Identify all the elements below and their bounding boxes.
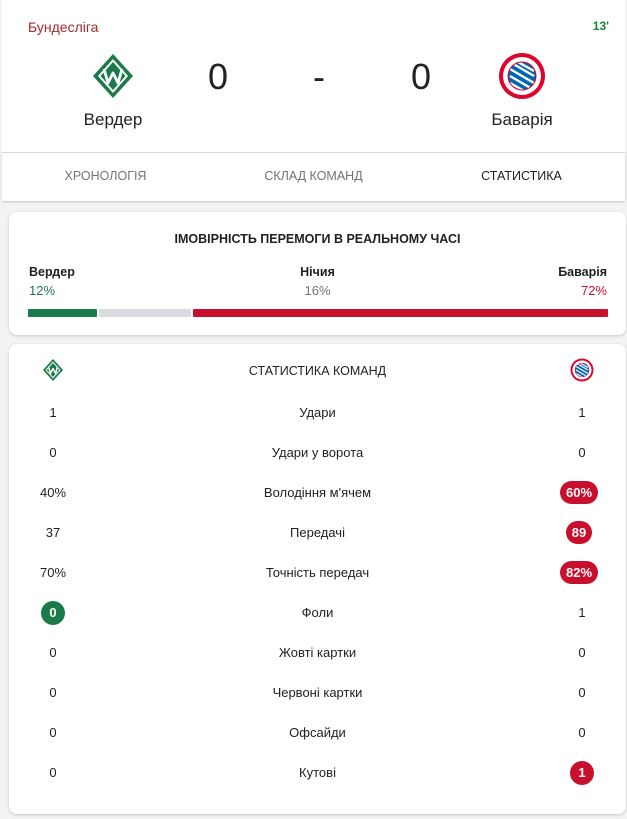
bayern-logo-icon (498, 52, 546, 100)
stat-label: Червоні картки (272, 685, 363, 700)
stat-away-text: 1 (578, 405, 586, 420)
stat-row: 40% Володіння м'ячем 60% (9, 475, 626, 515)
team-stats-title: Статистика команд (248, 364, 387, 378)
tab-lineups[interactable]: Склад команд (264, 169, 363, 183)
prob-away-bar (193, 309, 608, 317)
stat-row: 0 Червоні картки 0 (9, 675, 626, 715)
stat-away-value: 0 (562, 725, 602, 740)
stat-home-text: 0 (49, 645, 57, 660)
stat-away-highlight: 82% (559, 561, 599, 584)
stat-row: 70% Точність передач 82% (9, 555, 626, 595)
stat-away-value: 1 (562, 605, 602, 620)
stat-home-value: 1 (33, 405, 73, 420)
prob-home-value: 12% (29, 283, 56, 298)
stat-away-value: 60% (559, 481, 602, 504)
stat-home-text: 37 (45, 525, 61, 540)
stat-home-text: 0 (49, 685, 57, 700)
stat-home-highlight: 0 (41, 601, 65, 625)
stat-away-text: 0 (578, 645, 586, 660)
stat-home-value: 40% (33, 485, 73, 500)
stat-label: Володіння м'ячем (263, 485, 372, 500)
prob-away-value: 72% (580, 283, 607, 298)
stat-home-value: 0 (33, 765, 73, 780)
win-probability-card: ІМОВІРНІСТЬ ПЕРЕМОГИ В РЕАЛЬНОМУ ЧАСІ Ве… (9, 212, 626, 335)
stat-home-value: 0 (33, 685, 73, 700)
prob-draw-label: Нічия (300, 265, 335, 279)
tab-timeline[interactable]: Хронологія (64, 169, 147, 183)
prob-draw-bar (99, 309, 192, 317)
stat-away-value: 89 (562, 521, 602, 544)
stat-home-value: 0 (33, 445, 73, 460)
away-score: 0 (411, 56, 432, 97)
match-minute: 13' (592, 19, 609, 33)
tab-statistics[interactable]: Статистика (481, 169, 562, 183)
stat-label: Удари у ворота (271, 445, 364, 460)
stat-label: Кутові (299, 765, 336, 780)
league-link[interactable]: Бундесліга (28, 19, 99, 35)
stat-home-text: 0 (49, 725, 57, 740)
prob-away-label: Баварія (558, 265, 607, 279)
stat-away-value: 0 (562, 685, 602, 700)
stat-away-text: 1 (578, 605, 586, 620)
prob-draw-value: 16% (304, 283, 331, 298)
stat-row: 0 Удари у ворота 0 (9, 435, 626, 475)
stat-home-text: 0 (49, 445, 57, 460)
stat-label: Точність передач (265, 565, 370, 580)
stat-away-text: 0 (578, 725, 586, 740)
stat-home-text: 1 (49, 405, 57, 420)
stat-home-text: 0 (49, 765, 57, 780)
stat-away-highlight: 60% (559, 481, 599, 504)
stat-home-value: 0 (33, 601, 73, 625)
stat-label: Передачі (290, 525, 345, 540)
stat-away-value: 0 (562, 445, 602, 460)
stat-home-value: 0 (33, 645, 73, 660)
stat-row: 0 Жовті картки 0 (9, 635, 626, 675)
stat-row: 0 Офсайди 0 (9, 715, 626, 755)
stat-home-text: 70% (39, 565, 67, 580)
stat-away-value: 1 (562, 405, 602, 420)
stat-away-value: 0 (562, 645, 602, 660)
werder-logo-icon (89, 52, 137, 100)
win-probability-title: ІМОВІРНІСТЬ ПЕРЕМОГИ В РЕАЛЬНОМУ ЧАСІ (174, 232, 461, 246)
stat-label: Фоли (301, 605, 334, 620)
tab-bar: Хронологія Склад команд Статистика (2, 153, 625, 201)
team-stats-card: Статистика команд 1 Удари 1 0 Удари у ворота… (9, 344, 626, 814)
score-separator: - (313, 56, 325, 97)
home-score: 0 (208, 56, 229, 97)
stat-label: Удари (299, 405, 336, 420)
stat-away-text: 0 (578, 685, 586, 700)
stat-away-highlight: 1 (570, 761, 594, 785)
stat-away-value: 1 (562, 761, 602, 785)
stat-away-text: 0 (578, 445, 586, 460)
stat-label: Офсайди (289, 725, 346, 740)
stat-home-value: 70% (33, 565, 73, 580)
bayern-logo-icon (570, 358, 594, 382)
match-header: Бундесліга 13' Вердер 0 - 0 Баварія (2, 0, 625, 153)
stat-home-value: 37 (33, 525, 73, 540)
home-team[interactable]: Вердер (53, 52, 173, 130)
prob-home-bar (28, 309, 98, 317)
home-team-name: Вердер (83, 110, 143, 129)
stat-home-value: 0 (33, 725, 73, 740)
prob-home-label: Вердер (29, 265, 75, 279)
away-team-name: Баварія (491, 110, 553, 129)
stat-away-highlight: 89 (565, 521, 593, 544)
stat-away-value: 82% (559, 561, 602, 584)
stat-home-text: 40% (39, 485, 67, 500)
away-team[interactable]: Баварія (462, 52, 582, 130)
stat-label: Жовті картки (278, 645, 357, 660)
stat-row: 0 Фоли 1 (9, 595, 626, 635)
stat-row: 0 Кутові 1 (9, 755, 626, 795)
stat-row: 1 Удари 1 (9, 395, 626, 435)
stat-row: 37 Передачі 89 (9, 515, 626, 555)
